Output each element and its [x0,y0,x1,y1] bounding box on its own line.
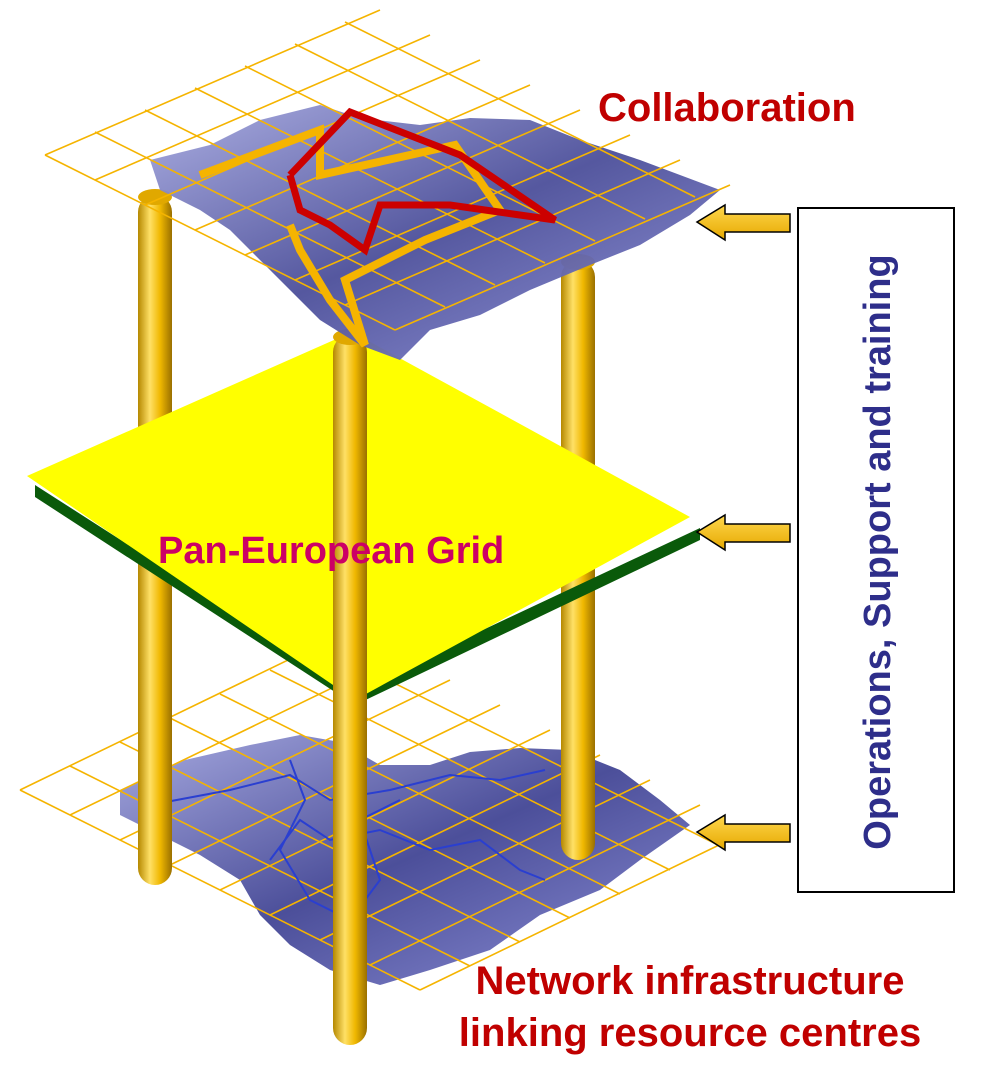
network-map-land [120,735,690,985]
arrow-top [695,203,791,242]
collaboration-layer [44,9,731,360]
layer-arrows [695,203,791,852]
network-label-line2: linking resource centres [458,1011,922,1055]
network-infrastructure-label: Network infrastructure linking resource … [395,955,985,1059]
collaboration-orange-path [198,124,507,348]
operations-support-label: Operations, Support and training [857,254,899,850]
network-label-line1: Network infrastructure [475,959,905,1003]
collaboration-red-path [286,107,557,256]
collaboration-label: Collaboration [598,86,856,130]
arrow-middle [695,513,791,552]
operations-support-box: Operations, Support and training [797,207,955,893]
network-lines-2 [269,818,546,881]
pan-european-grid-label: Pan-European Grid [158,530,505,572]
arrow-bottom [695,813,791,852]
center-pillar [333,329,367,1045]
